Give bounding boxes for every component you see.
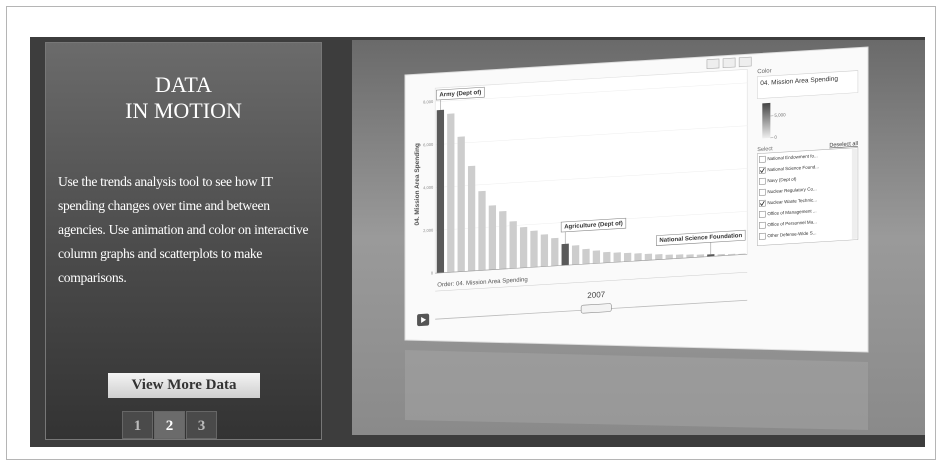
bar	[645, 254, 652, 261]
checkbox[interactable]	[759, 167, 765, 173]
y-tick-label: 6,000	[423, 142, 434, 148]
bar	[478, 191, 485, 271]
bar	[614, 252, 621, 262]
bar	[489, 205, 496, 270]
y-tick-label: 4,000	[423, 185, 434, 191]
bar	[666, 254, 673, 259]
color-label: Color	[757, 68, 771, 75]
bar	[541, 234, 548, 267]
toolbar-icon	[723, 58, 735, 68]
preview: 04. Mission Area Spending02,0004,0006,00…	[0, 0, 942, 464]
y-tick-label: 8,000	[423, 99, 434, 105]
bar	[510, 221, 517, 269]
color-tick-label: 5,000	[774, 112, 786, 118]
bar	[530, 231, 537, 268]
bar	[562, 244, 569, 266]
checkbox[interactable]	[759, 233, 765, 239]
checkbox[interactable]	[759, 178, 765, 184]
bar	[447, 113, 454, 272]
y-tick-label: 2,000	[423, 227, 434, 233]
toolbar-icon	[707, 59, 719, 69]
bar	[458, 136, 465, 271]
checkbox[interactable]	[759, 211, 765, 217]
bar	[551, 238, 558, 266]
list-scrollbar	[852, 149, 857, 239]
bar	[603, 252, 610, 263]
bar	[593, 250, 600, 263]
checkbox[interactable]	[759, 156, 765, 162]
bar	[499, 211, 506, 269]
page: DATA IN MOTION Use the trends analysis t…	[0, 0, 942, 464]
y-axis-label: 04. Mission Area Spending	[414, 143, 421, 226]
bar	[655, 254, 662, 260]
checkbox[interactable]	[759, 200, 765, 206]
bar	[572, 245, 579, 265]
select-label: Select	[757, 146, 773, 153]
bar	[468, 166, 475, 271]
reflection	[405, 350, 868, 430]
bar	[437, 110, 444, 273]
checkbox[interactable]	[759, 222, 765, 228]
bar	[520, 227, 527, 268]
color-bar	[762, 103, 770, 138]
slider-thumb	[581, 303, 611, 313]
checkbox[interactable]	[759, 189, 765, 195]
bar	[582, 249, 589, 264]
bar	[634, 253, 641, 261]
bar	[624, 253, 631, 262]
year-label: 2007	[587, 290, 605, 300]
toolbar-icon	[739, 57, 751, 67]
